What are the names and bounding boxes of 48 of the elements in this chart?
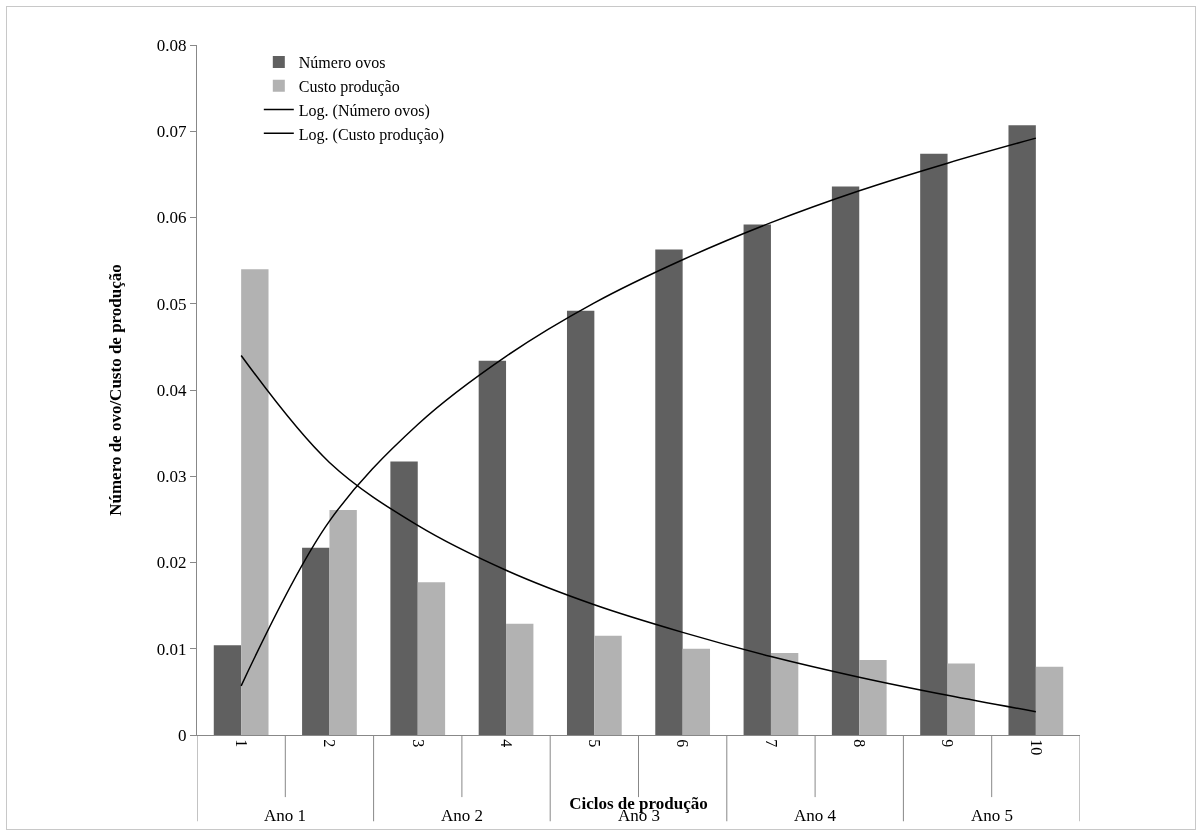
legend-label: Log. (Número ovos) [298, 101, 430, 120]
legend-label: Log. (Custo produção) [298, 125, 445, 144]
x-tick-label: 6 [674, 739, 692, 748]
bar [594, 635, 622, 735]
y-tick-label: 0.05 [156, 294, 187, 314]
bar [920, 153, 948, 735]
bar [417, 582, 446, 735]
text: Ano 2 [441, 806, 484, 825]
y-tick-label: 0.04 [156, 380, 188, 400]
bar [329, 509, 357, 735]
x-tick-label: 3 [409, 739, 427, 748]
bar [506, 623, 534, 735]
y-axis-title: Número de ovo/Custo de produção [106, 264, 126, 516]
bar [1008, 125, 1036, 735]
x-tick-label: 1 [232, 739, 250, 748]
bar [770, 653, 799, 735]
text: Ano 1 [264, 806, 307, 825]
bar [1035, 666, 1064, 735]
bar [566, 310, 595, 735]
bar [682, 648, 711, 735]
bar [655, 249, 683, 735]
bar [743, 224, 771, 735]
x-tick-label: 4 [497, 739, 515, 748]
bar [241, 269, 269, 735]
legend-label: Custo produção [298, 77, 400, 96]
text: Ano 5 [971, 806, 1014, 825]
x-tick-label: 8 [851, 739, 869, 748]
x-tick-label: 10 [1027, 739, 1045, 756]
x-tick-label: 5 [586, 739, 604, 748]
x-tick-label: 9 [939, 739, 957, 748]
y-tick-label: 0.08 [156, 35, 187, 55]
y-tick-label: 0.01 [156, 639, 187, 659]
bar [478, 360, 507, 735]
y-tick-label: 0.03 [156, 467, 187, 487]
bar [831, 186, 860, 735]
y-tick-label: 0.02 [156, 553, 187, 573]
y-tick-label: 0.06 [156, 208, 187, 228]
bar [390, 461, 418, 735]
x-tick-label: 7 [762, 739, 780, 748]
text: Ano 4 [794, 806, 837, 825]
legend-label: Número ovos [298, 54, 386, 72]
y-tick-label: 0.07 [156, 122, 188, 142]
y-tick-label: 0 [178, 725, 187, 745]
x-tick-label: 2 [321, 739, 339, 748]
bar [947, 663, 975, 735]
bar [859, 659, 887, 735]
bar [213, 645, 242, 735]
bar [302, 547, 330, 735]
